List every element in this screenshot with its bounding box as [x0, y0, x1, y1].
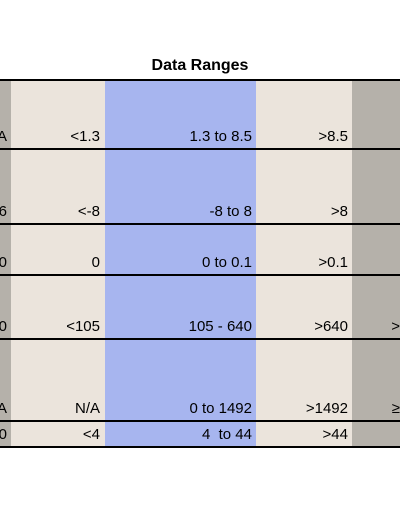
table-cell: A: [0, 128, 7, 145]
table-cell: 6: [0, 203, 7, 220]
table-cell: >0.1: [318, 254, 348, 271]
table-cell: >640: [314, 318, 348, 335]
table-cell: <-8: [77, 203, 100, 220]
row-divider: [0, 338, 400, 340]
table-cell: 0: [0, 254, 7, 271]
row-divider: [0, 79, 400, 81]
table-cell: <4: [82, 426, 100, 443]
row-divider: [0, 274, 400, 276]
table-cell: 0: [91, 254, 100, 271]
table-cell: >1492: [305, 400, 348, 417]
row-divider: [0, 446, 400, 448]
table-cell: 0: [0, 318, 7, 335]
table-cell: N/A: [74, 400, 100, 417]
table-cell: 0 to 1492: [189, 400, 252, 417]
table-cell: 4 to 44: [201, 426, 252, 443]
row-divider: [0, 420, 400, 422]
table-cell: 105 - 640: [188, 318, 252, 335]
column-4-background: [352, 80, 400, 448]
table-cell: A: [0, 400, 7, 417]
table-cell: <105: [66, 318, 100, 335]
column-0-background: [0, 80, 11, 448]
table-cell: 0: [0, 426, 7, 443]
column-1-background: [11, 80, 105, 448]
column-2-background: [105, 80, 256, 448]
row-divider: [0, 148, 400, 150]
table-title: Data Ranges: [151, 57, 249, 74]
table-cell: >44: [322, 426, 348, 443]
table-cell: >: [391, 318, 400, 335]
table-cell: <1.3: [70, 128, 100, 145]
table-cell: -8 to 8: [209, 203, 252, 220]
table-cell: >8: [330, 203, 348, 220]
table-cell: >8.5: [318, 128, 348, 145]
table-cell: 0 to 0.1: [201, 254, 252, 271]
table-cell: 1.3 to 8.5: [189, 128, 252, 145]
row-divider: [0, 223, 400, 225]
column-3-background: [256, 80, 352, 448]
table-cell: ≥: [391, 400, 400, 417]
